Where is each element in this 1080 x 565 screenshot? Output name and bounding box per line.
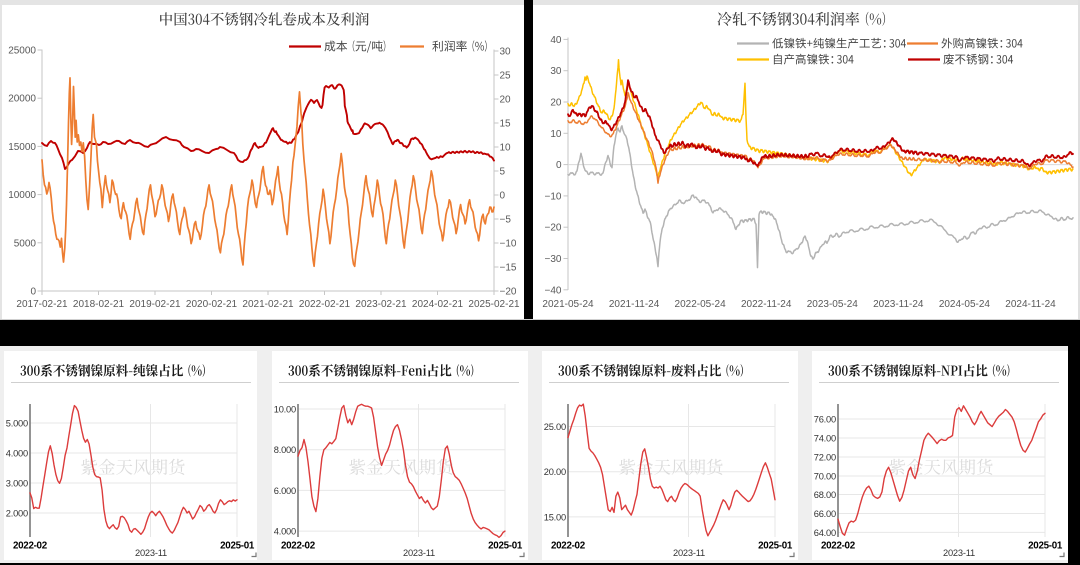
svg-text:40: 40 [550,35,562,46]
svg-text:3.000: 3.000 [6,479,28,489]
svg-text:66.00: 66.00 [814,509,836,519]
svg-text:0: 0 [500,191,506,202]
svg-text:30: 30 [550,66,562,77]
svg-text:10.00: 10.00 [274,405,296,415]
svg-text:2024-02-21: 2024-02-21 [412,299,464,310]
svg-text:72.00: 72.00 [814,453,836,463]
svg-text:0: 0 [556,160,562,171]
svg-text:25: 25 [500,71,512,82]
svg-text:2024-11-24: 2024-11-24 [1005,299,1056,310]
svg-text:10: 10 [550,129,562,140]
svg-text:−15: −15 [500,263,517,274]
svg-text:−30: −30 [545,254,562,265]
svg-text:20000: 20000 [8,94,36,105]
svg-text:2022-05-24: 2022-05-24 [675,299,727,310]
svg-text:2025-01: 2025-01 [758,541,793,552]
svg-text:8.000: 8.000 [274,445,296,455]
svg-text:2023-11: 2023-11 [135,548,167,558]
svg-text:15: 15 [500,119,512,130]
svg-text:−10: −10 [545,191,562,202]
svg-text:2023-02-21: 2023-02-21 [355,299,407,310]
svg-text:2019-02-21: 2019-02-21 [129,299,181,310]
svg-text:68.00: 68.00 [814,490,836,500]
svg-text:6.000: 6.000 [274,486,296,496]
svg-text:2024-05-24: 2024-05-24 [939,299,991,310]
svg-text:2023-11: 2023-11 [943,548,975,558]
svg-text:30: 30 [500,47,512,58]
svg-text:2025-02-21: 2025-02-21 [468,299,520,310]
svg-text:76.00: 76.00 [814,415,836,425]
svg-text:2021-02-21: 2021-02-21 [242,299,294,310]
svg-text:2021-11-24: 2021-11-24 [609,299,660,310]
svg-text:10: 10 [500,143,512,154]
svg-text:5: 5 [500,167,506,178]
svg-text:2022-11-24: 2022-11-24 [741,299,792,310]
svg-text:2021-05-24: 2021-05-24 [542,299,594,310]
svg-text:2020-02-21: 2020-02-21 [186,299,238,310]
svg-text:2022-02-21: 2022-02-21 [299,299,351,310]
svg-text:4.000: 4.000 [274,527,296,537]
svg-text:20: 20 [500,95,512,106]
svg-text:2023-11: 2023-11 [403,548,435,558]
svg-text:2023-11: 2023-11 [673,548,705,558]
svg-text:10000: 10000 [8,190,36,201]
svg-text:2025-01: 2025-01 [220,541,255,552]
svg-text:−20: −20 [500,287,517,298]
svg-text:64.00: 64.00 [814,528,836,538]
svg-text:70.00: 70.00 [814,472,836,482]
svg-text:2018-02-21: 2018-02-21 [73,299,125,310]
svg-text:2023-11-24: 2023-11-24 [873,299,924,310]
svg-text:4.000: 4.000 [6,449,28,459]
svg-text:−10: −10 [500,239,517,250]
svg-text:2017-02-21: 2017-02-21 [16,299,68,310]
svg-text:25000: 25000 [8,46,36,57]
svg-text:−20: −20 [545,223,562,234]
svg-text:15000: 15000 [8,142,36,153]
svg-text:2022-02: 2022-02 [551,541,586,552]
svg-text:15.00: 15.00 [544,512,566,522]
svg-text:2.000: 2.000 [6,509,28,519]
svg-text:2022-02: 2022-02 [281,541,316,552]
svg-text:20: 20 [550,98,562,109]
svg-text:2022-02: 2022-02 [821,541,856,552]
svg-text:−40: −40 [545,285,562,296]
svg-text:2023-05-24: 2023-05-24 [807,299,859,310]
svg-text:5.000: 5.000 [6,419,28,429]
svg-text:−5: −5 [500,215,512,226]
svg-text:5000: 5000 [14,238,37,249]
svg-text:2025-01: 2025-01 [1028,541,1063,552]
svg-text:2025-01: 2025-01 [488,541,523,552]
svg-text:25.00: 25.00 [544,422,566,432]
svg-text:20.00: 20.00 [544,467,566,477]
svg-text:0: 0 [30,287,36,298]
svg-text:2022-02: 2022-02 [13,541,48,552]
svg-text:74.00: 74.00 [814,434,836,444]
